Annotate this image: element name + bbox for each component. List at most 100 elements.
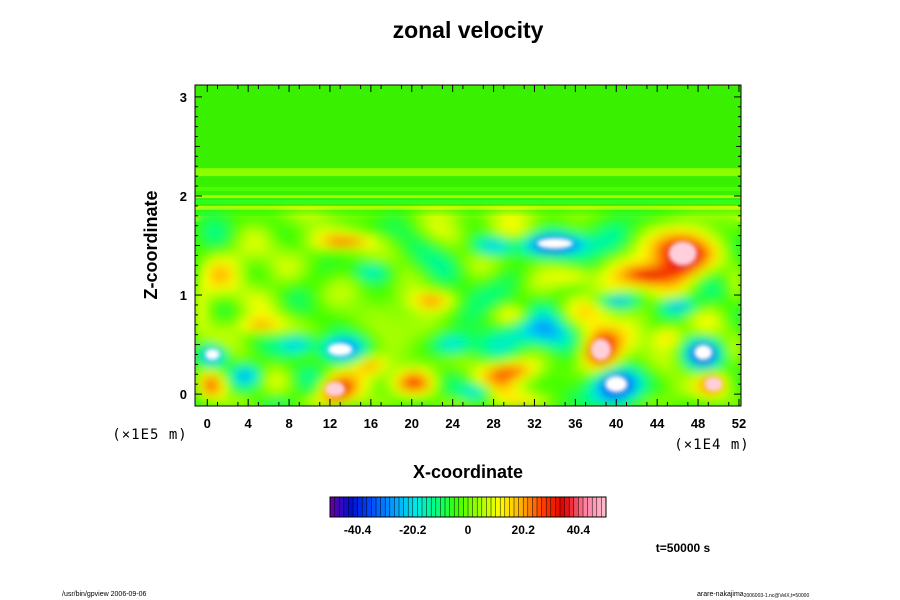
heatmap-cell [553,210,563,217]
heatmap-cell [234,313,243,320]
heatmap-cell [312,257,321,263]
heatmap-cell [522,262,532,269]
heatmap-cell [733,313,741,320]
heatmap-cell [733,221,741,228]
colorbar-cell [477,497,483,517]
heatmap-cell [624,349,633,356]
heatmap-cell [288,262,298,269]
heatmap-cell [429,262,438,269]
heatmap-cell [499,375,508,382]
heatmap-cell [335,328,344,335]
heatmap-cell [226,236,235,243]
heatmap-cell [421,400,430,406]
heatmap-cell [312,400,321,406]
heatmap-cell [210,370,220,376]
heatmap-cell [280,277,290,284]
heatmap-cell [468,354,477,361]
heatmap-cell [397,349,407,356]
heatmap-cell [421,370,430,376]
colorbar-tick-label: -40.4 [344,523,372,537]
heatmap-cell [546,323,555,330]
heatmap-cell [413,344,422,351]
heatmap-cell [210,251,220,258]
heatmap-cell [709,370,719,376]
heatmap-cell [429,318,438,325]
heatmap-cell [436,277,446,284]
heatmap-cell [624,364,633,371]
heatmap-cell [608,215,617,222]
heatmap-cell [499,380,508,387]
heatmap-cell [530,380,539,387]
heatmap-cell [616,359,625,366]
heatmap-cell [569,328,578,335]
heatmap-cell [585,257,594,263]
heatmap-cell [405,370,415,376]
heatmap-cell [694,380,703,387]
heatmap-cell [733,364,741,371]
heatmap-cell [405,241,415,248]
heatmap-cell [514,282,524,289]
heatmap-cell [241,349,251,356]
heatmap-cell [335,272,344,279]
heatmap-cell [592,303,602,310]
heatmap-cell [343,231,352,238]
heatmap-cell [273,349,282,356]
heatmap-cell [343,251,352,258]
heatmap-cell [304,354,313,361]
heatmap-cell [499,236,508,243]
heatmap-cell [358,267,368,274]
heatmap-cell [616,262,625,269]
heatmap-cell [390,303,399,310]
heatmap-cell [335,226,344,233]
heatmap-cell [702,318,711,325]
heatmap-cell [288,215,298,222]
heatmap-cell [725,385,734,392]
heatmap-cell [460,328,469,335]
heatmap-cell [483,370,493,376]
heatmap-cell [351,257,360,263]
heatmap-cell [522,323,532,330]
heatmap-cell [390,282,399,289]
heatmap-cell [624,282,633,289]
heatmap-cell [444,313,454,320]
heatmap-cell [304,210,313,217]
heatmap-cell [733,349,741,356]
heatmap-cell [522,293,532,299]
heatmap-cell [202,251,212,258]
heatmap-cell [678,375,688,382]
heatmap-cell [413,375,422,382]
heatmap-cell [608,328,617,335]
heatmap-cell [522,380,532,387]
heatmap-cell [616,210,625,217]
heatmap-cell [616,308,625,315]
heatmap-cell [327,359,337,366]
colorbar-cell [592,497,598,517]
heatmap-cell [288,395,298,402]
heatmap-cell [460,277,469,284]
heatmap-cell [195,334,204,341]
x-tick-label: 24 [445,416,460,431]
heatmap-cell [639,354,649,361]
heatmap-cell [249,303,259,310]
heatmap-cell [335,277,344,284]
heatmap-cell [631,298,641,305]
heatmap-cell [413,359,422,366]
heatmap-cell [429,210,438,217]
heatmap-cell [327,313,337,320]
heatmap-cell [218,272,227,279]
heatmap-cell [592,210,602,217]
heatmap-cell [397,251,407,258]
heatmap-cell [195,272,204,279]
y-tick-label: 0 [180,387,187,402]
colorbar-cell [417,497,423,517]
heatmap-cell [312,323,321,330]
heatmap-cell [717,236,727,243]
heatmap-cell [241,395,251,402]
heatmap-cell [444,257,454,263]
heatmap-cell [202,298,212,305]
heatmap-cell [218,210,227,217]
heatmap-cell [374,354,383,361]
heatmap-cell [296,267,305,274]
heatmap-cell [624,323,633,330]
heatmap-cell [733,323,741,330]
